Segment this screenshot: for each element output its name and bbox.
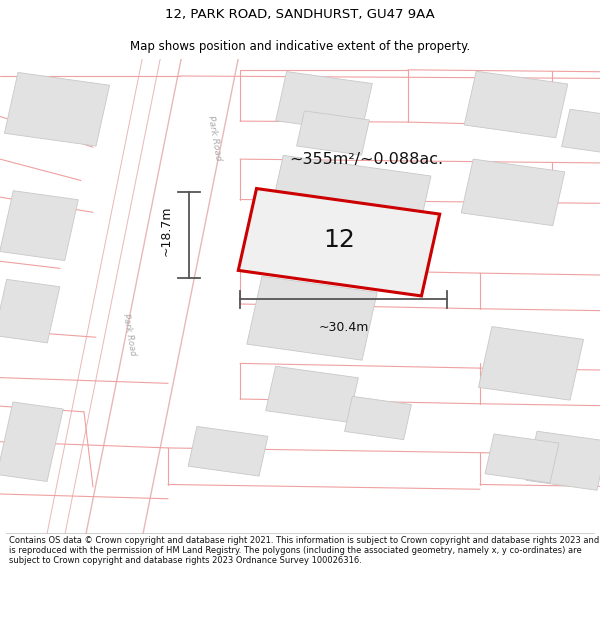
Polygon shape: [0, 402, 63, 481]
Polygon shape: [344, 396, 412, 439]
Polygon shape: [0, 191, 78, 261]
Polygon shape: [275, 72, 373, 132]
Polygon shape: [526, 431, 600, 490]
Polygon shape: [296, 111, 370, 155]
Polygon shape: [0, 279, 60, 343]
Polygon shape: [45, 50, 162, 544]
Polygon shape: [478, 327, 584, 400]
Polygon shape: [485, 434, 559, 482]
Text: 12: 12: [323, 228, 355, 252]
Text: ~18.7m: ~18.7m: [159, 205, 172, 256]
Polygon shape: [84, 50, 240, 544]
Text: 12, PARK ROAD, SANDHURST, GU47 9AA: 12, PARK ROAD, SANDHURST, GU47 9AA: [165, 8, 435, 21]
Polygon shape: [265, 156, 431, 258]
Polygon shape: [461, 159, 565, 226]
Polygon shape: [238, 189, 440, 296]
Text: ~30.4m: ~30.4m: [319, 321, 368, 334]
Text: Map shows position and indicative extent of the property.: Map shows position and indicative extent…: [130, 40, 470, 53]
Text: ~355m²/~0.088ac.: ~355m²/~0.088ac.: [289, 152, 443, 167]
Text: Park Road: Park Road: [206, 114, 223, 161]
Polygon shape: [562, 109, 600, 152]
Polygon shape: [247, 276, 377, 360]
Polygon shape: [188, 426, 268, 476]
Text: Park Road: Park Road: [121, 313, 137, 357]
Polygon shape: [4, 72, 110, 146]
Polygon shape: [464, 71, 568, 138]
Polygon shape: [266, 366, 358, 423]
Text: Contains OS data © Crown copyright and database right 2021. This information is : Contains OS data © Crown copyright and d…: [9, 536, 599, 566]
